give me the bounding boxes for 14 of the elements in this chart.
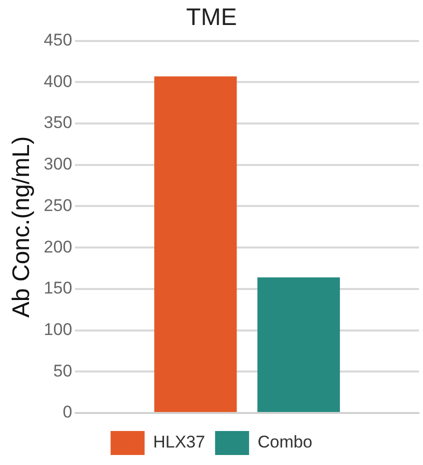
y-tick-label: 350	[44, 113, 72, 132]
y-tick-label: 150	[44, 278, 72, 298]
y-axis-title: Ab Conc.(ng/mL)	[8, 136, 36, 318]
chart-title: TME	[186, 4, 237, 32]
y-tick-label: 400	[44, 72, 72, 91]
y-tick-label: 250	[44, 196, 72, 215]
y-tick-label: 50	[53, 361, 72, 380]
y-tick-label: 450	[44, 30, 72, 50]
legend-label: HLX37	[153, 432, 206, 452]
y-tick-label: 300	[44, 154, 72, 174]
y-tick-label: 0	[62, 402, 72, 422]
legend-label: Combo	[258, 432, 312, 452]
y-tick-label: 100	[44, 320, 72, 339]
y-tick-label: 200	[44, 237, 72, 256]
